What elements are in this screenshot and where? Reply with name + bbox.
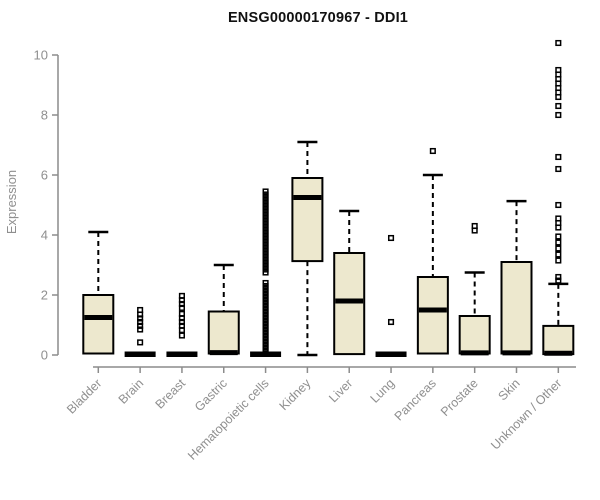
y-tick-label: 6 (41, 168, 48, 183)
outlier-point (262, 188, 269, 195)
outlier-point (387, 318, 395, 326)
box-group-kidney (291, 140, 324, 357)
x-tick-label: Liver (326, 376, 355, 405)
outlier-point (178, 332, 185, 339)
box-group-pancreas (416, 147, 449, 355)
x-tick-label: Unknown / Other (488, 376, 564, 452)
outlier-point (555, 257, 562, 264)
outlier-point (137, 315, 144, 322)
outlier-point (137, 326, 144, 333)
x-tick-label: Pancreas (392, 376, 439, 423)
box-group-unknown-other (542, 39, 575, 356)
box-group-bladder (82, 230, 115, 355)
outlier-point (555, 273, 562, 281)
outlier-point (555, 102, 562, 110)
box-group-liver (333, 209, 366, 356)
x-tick-label: Kidney (277, 376, 314, 413)
iqr-box (458, 315, 491, 355)
x-tick-label: Hematopoietic cells (185, 376, 272, 463)
box-group-gastric (207, 263, 240, 356)
collapsed-box (166, 351, 198, 357)
outlier-point (555, 201, 562, 209)
y-tick-label: 0 (41, 348, 48, 363)
outlier-point (555, 251, 562, 258)
x-tick-label: Bladder (64, 376, 104, 416)
outlier-point (555, 93, 562, 101)
iqr-box (500, 261, 533, 355)
iqr-box (82, 294, 115, 355)
outlier-point (137, 322, 144, 329)
outlier-point (555, 39, 562, 47)
collapsed-box (124, 351, 156, 357)
x-tick-label: Prostate (438, 376, 481, 419)
outlier-point (555, 239, 562, 246)
iqr-box (333, 252, 366, 356)
box-group-lung (375, 234, 407, 357)
outlier-point (429, 147, 436, 155)
box-group-skin (500, 199, 533, 356)
box-group-brain (124, 306, 156, 357)
outlier-point (178, 327, 185, 334)
outlier-point (555, 165, 562, 173)
box-group-prostate (458, 222, 491, 356)
x-tick-label: Skin (496, 376, 523, 403)
x-tick-label: Breast (153, 376, 189, 412)
y-tick-label: 2 (41, 288, 48, 303)
y-tick-label: 10 (34, 48, 48, 63)
outlier-point (137, 339, 144, 346)
outlier-point (555, 224, 562, 231)
iqr-box (416, 276, 449, 355)
outlier-point (555, 245, 562, 252)
box-group-breast (166, 292, 198, 357)
x-tick-label: Gastric (192, 376, 230, 414)
collapsed-box (375, 351, 407, 357)
outlier-point (178, 304, 185, 311)
outlier-point (555, 111, 562, 119)
iqr-box (542, 324, 575, 356)
iqr-box (291, 177, 324, 263)
outlier-point (555, 277, 562, 284)
iqr-box (207, 310, 240, 355)
outlier-point (387, 234, 395, 242)
outlier-point (555, 153, 562, 161)
box-group-hematopoietic-cells (250, 188, 282, 357)
y-tick-label: 8 (41, 108, 48, 123)
outlier-point (471, 227, 478, 234)
chart-title: ENSG00000170967 - DDI1 (227, 10, 409, 26)
x-tick-label: Lung (368, 376, 398, 406)
x-tick-label: Brain (116, 376, 147, 407)
outlier-point (262, 279, 269, 287)
y-tick-label: 4 (41, 228, 48, 243)
outlier-point (555, 233, 562, 240)
